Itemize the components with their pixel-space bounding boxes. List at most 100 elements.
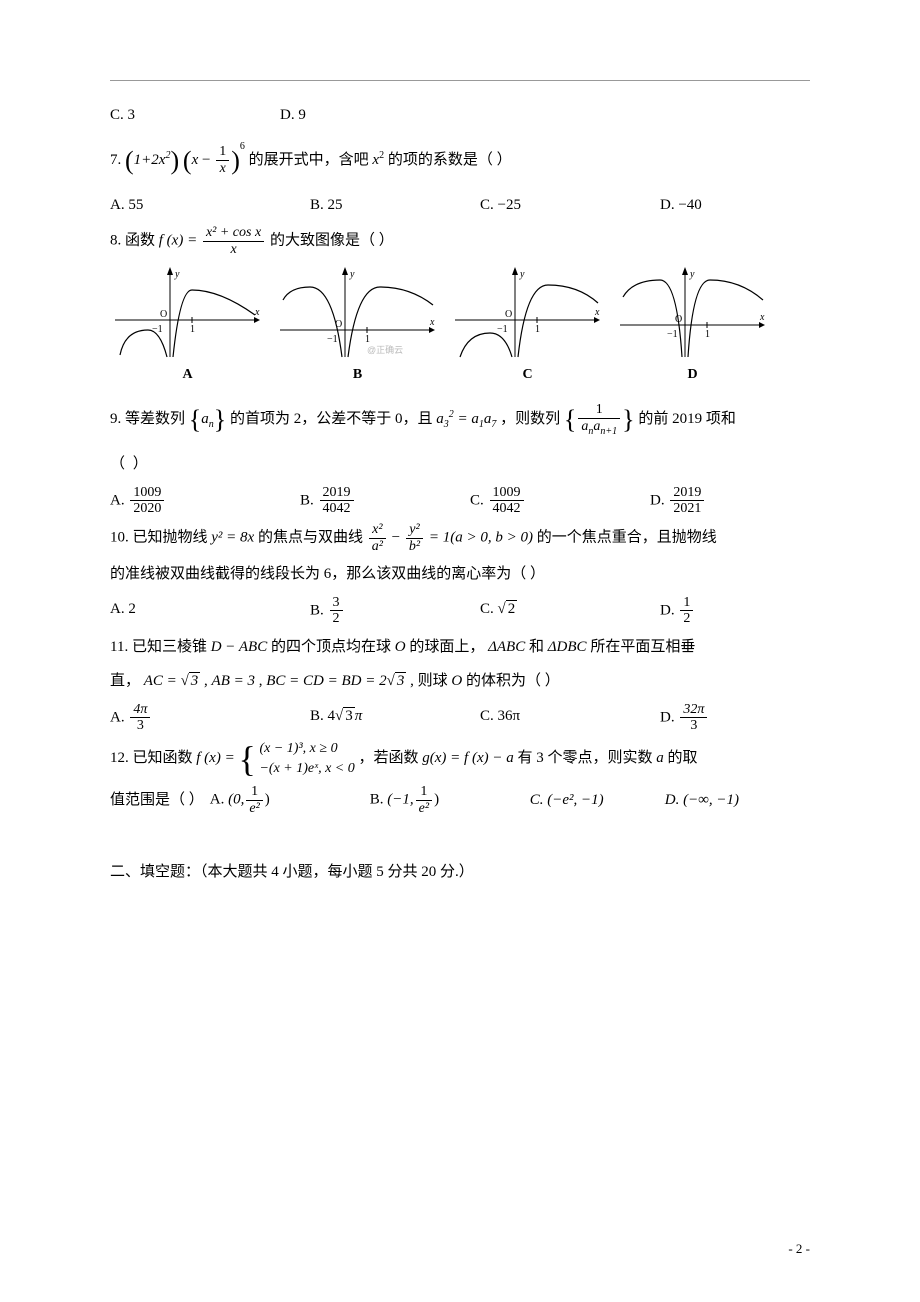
lparen-icon: ( — [125, 146, 134, 175]
q9-lbl-c: C. — [470, 492, 488, 508]
q7-frac: 1x — [216, 144, 229, 176]
q10-parab: y² = 8x — [211, 530, 254, 546]
q8-frac-num: x² + cos x — [203, 225, 264, 240]
graph-c-svg: O 1 −1 x y — [450, 265, 605, 360]
q11-opt-b: B. 43π — [310, 702, 480, 734]
q7-opt-b: B. 25 — [310, 191, 480, 220]
q11-a: 11. 已知三棱锥 — [110, 639, 211, 655]
q12-opt-b: B. (−1,1e²) — [370, 784, 530, 816]
axis-one-label: 1 — [705, 329, 710, 340]
axis-neg1-label: −1 — [497, 324, 508, 335]
q12-c: 有 3 个零点，则实数 — [517, 750, 656, 766]
q8-label-a: A — [110, 362, 265, 389]
q12-a: 12. 已知函数 — [110, 750, 196, 766]
axis-x-label: x — [759, 312, 765, 323]
q8-graphs: O 1 −1 x y A O 1 −1 x y — [110, 265, 810, 389]
q9-lbl-b: B. — [300, 492, 318, 508]
q10-stem-line2: 的准线被双曲线截得的线段长为 6，那么该双曲线的离心率为（ ） — [110, 560, 810, 589]
q12-avar: a — [656, 750, 664, 766]
q11-sep1: , — [204, 673, 212, 689]
q8-stem: 8. 函数 f (x) = x² + cos x x 的大致图像是（ ） — [110, 225, 810, 257]
q7-stem: 7. (1+2x2) (x − 1x)6 的展开式中，含吧 x2 的项的系数是（… — [110, 136, 810, 185]
q8-graph-b: O 1 −1 x y @正确云 B — [275, 265, 440, 389]
axis-y-label: y — [689, 269, 695, 280]
q12-fx: f (x) = — [196, 750, 234, 766]
section-2-heading: 二、填空题：（本大题共 4 小题，每小题 5 分共 20 分.） — [110, 858, 810, 887]
q9-options: A. 10092020 B. 20194042 C. 10094042 D. 2… — [110, 485, 810, 517]
q8-graph-c: O 1 −1 x y C — [450, 265, 605, 389]
axis-neg1-label: −1 — [152, 324, 163, 335]
q11-lbl-d: D. — [660, 709, 678, 725]
q9-stem-line2: （ ） — [110, 450, 810, 479]
q12-a-den: e² — [246, 800, 262, 816]
q12-b-num: 1 — [416, 784, 432, 799]
q11-options: A. 4π3 B. 43π C. 36π D. 32π3 — [110, 702, 810, 734]
q11-t2: ΔDBC — [548, 639, 587, 655]
axis-neg1-label: −1 — [667, 329, 678, 340]
axis-x-label: x — [254, 307, 260, 318]
q9-d-num: 2019 — [670, 485, 704, 500]
rbrace-icon: } — [214, 405, 226, 434]
q11-d-den: 3 — [680, 717, 707, 733]
q11-opt-c: C. 36π — [480, 702, 660, 734]
spacer — [110, 822, 810, 852]
q10-opt-c: C. 2 — [480, 595, 660, 627]
q9-a: 9. 等差数列 — [110, 411, 185, 427]
q12-b-l: (−1, — [387, 792, 413, 808]
q11-d-num: 32π — [680, 702, 707, 717]
q9-opt-c: C. 10094042 — [470, 485, 650, 517]
axis-y-label: y — [174, 269, 180, 280]
q12-e: 值范围是（ ） — [110, 786, 204, 815]
q11-a-num: 4π — [130, 702, 150, 717]
q8-prefix: 8. 函数 — [110, 233, 159, 249]
q12-lbl-b: B. — [370, 792, 388, 808]
graph-a-svg: O 1 −1 x y — [110, 265, 265, 360]
q9-seq2-frac: 1anan+1 — [578, 402, 620, 436]
q8-tail: 的大致图像是（ ） — [270, 233, 394, 249]
q10-b-den: 2 — [330, 610, 343, 626]
q10-stem-line1: 10. 已知抛物线 y² = 8x 的焦点与双曲线 x²a² − y²b² = … — [110, 522, 810, 554]
q12-a-r: ) — [265, 792, 270, 808]
q11-t1: ΔABC — [488, 639, 525, 655]
q7-options: A. 55 B. 25 C. −25 D. −40 — [110, 191, 810, 220]
q8-graph-d: O 1 −1 x y D — [615, 265, 770, 389]
q10-opt-b: B. 32 — [310, 595, 480, 627]
q9-stem-line1: 9. 等差数列 {an} 的首项为 2，公差不等于 0，且 a32 = a1a7… — [110, 395, 810, 444]
q11-o2: O — [451, 673, 462, 689]
q10-a: 10. 已知抛物线 — [110, 530, 211, 546]
q10-lbl-b: B. — [310, 602, 328, 618]
q12-stem-line2: 值范围是（ ） A. (0,1e²) B. (−1,1e²) C. (−e², … — [110, 784, 810, 816]
q11-opt-d: D. 32π3 — [660, 702, 709, 734]
lbrace-icon: { — [238, 741, 255, 777]
page: C. 3 D. 9 7. (1+2x2) (x − 1x)6 的展开式中，含吧 … — [0, 0, 920, 1302]
axis-neg1-label: −1 — [327, 334, 338, 345]
watermark-text: @正确云 — [367, 344, 403, 355]
header-rule — [110, 80, 810, 81]
q7-base-x: x — [192, 152, 199, 168]
q12-b: ，若函数 — [359, 750, 423, 766]
q7-var-exp: 2 — [379, 150, 384, 161]
q11-dabc: D − ABC — [211, 639, 268, 655]
q7-exponent: 6 — [240, 141, 245, 152]
q9-an: an — [201, 411, 214, 427]
q8-frac-den: x — [203, 241, 264, 257]
axis-x-label: x — [594, 307, 600, 318]
axis-one-label: 1 — [190, 324, 195, 335]
q11-e: 直， — [110, 673, 140, 689]
q8-graph-a: O 1 −1 x y A — [110, 265, 265, 389]
q12-b-r: ) — [434, 792, 439, 808]
q11-ac: AC = 3 — [144, 673, 201, 689]
q10-lbl-d: D. — [660, 602, 678, 618]
rparen-icon: ) — [170, 146, 179, 175]
q12-gx: g(x) = f (x) − a — [422, 750, 513, 766]
lbrace-icon: { — [564, 405, 576, 434]
graph-d-svg: O 1 −1 x y — [615, 265, 770, 360]
q11-a-den: 3 — [130, 717, 150, 733]
q10-l-num: x² — [369, 522, 386, 537]
q11-g: 的体积为（ ） — [466, 673, 560, 689]
q7-expr-left-inner: 1+2x2 — [134, 152, 171, 168]
q6-options-row: C. 3 D. 9 — [110, 101, 810, 130]
q12-a-l: (0, — [228, 792, 244, 808]
q12-stem-line1: 12. 已知函数 f (x) = { (x − 1)³, x ≥ 0 −(x +… — [110, 739, 810, 778]
q12-d: 的取 — [668, 750, 698, 766]
